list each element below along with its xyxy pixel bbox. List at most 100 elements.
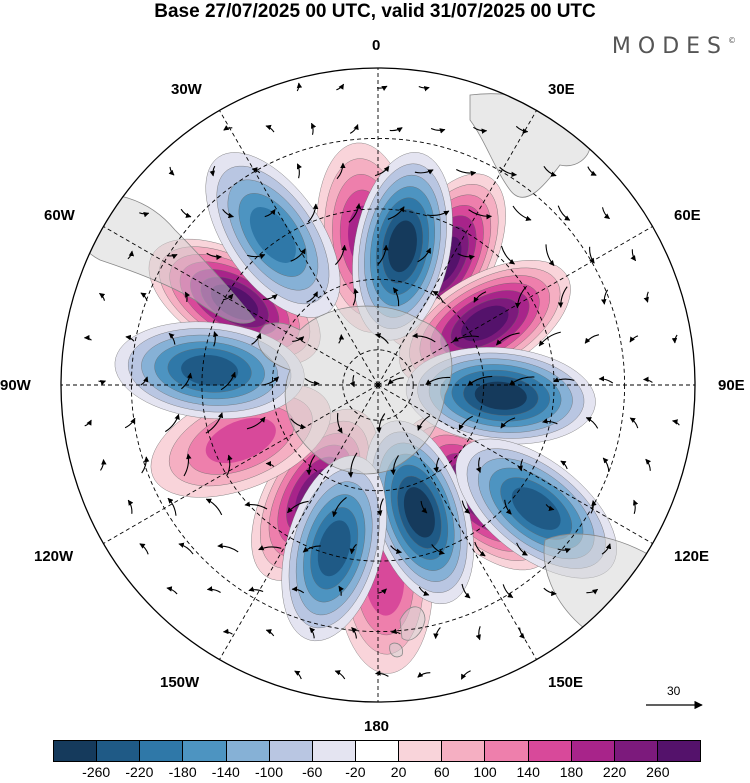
- colorbar-swatch: [485, 741, 529, 761]
- wind-arrow: [432, 290, 444, 303]
- colorbar-swatch: [528, 741, 572, 761]
- wind-arrow: [302, 545, 321, 553]
- wind-arrow: [495, 332, 520, 346]
- wind-arrow: [545, 504, 555, 512]
- colorbar-swatch: [183, 741, 227, 761]
- wind-arrow: [220, 371, 236, 391]
- reference-vector-label: 30: [667, 684, 681, 698]
- wind-arrow: [290, 248, 306, 262]
- wind-arrow: [601, 207, 610, 220]
- map-title: Base 27/07/2025 00 UTC, valid 31/07/2025…: [154, 1, 596, 22]
- wind-arrow: [376, 413, 386, 434]
- wind-arrow: [517, 458, 524, 472]
- lon-label-150w: 150W: [160, 674, 200, 691]
- lon-label-90w: 90W: [0, 377, 31, 394]
- wind-arrow: [292, 336, 305, 342]
- wind-arrow: [180, 208, 192, 218]
- wind-arrow: [140, 292, 148, 302]
- wind-arrow: [461, 583, 471, 599]
- wind-arrow: [589, 246, 595, 264]
- colorbar-swatch: [442, 741, 486, 761]
- wind-arrow: [376, 498, 384, 517]
- low-anomaly-10: [364, 420, 474, 605]
- anomaly-contour: [181, 354, 239, 386]
- wind-arrow: [514, 285, 528, 309]
- wind-arrow: [125, 334, 135, 342]
- wind-arrow: [461, 500, 471, 514]
- wind-arrow: [348, 203, 362, 223]
- anomaly-contour: [205, 417, 276, 464]
- wind-arrow: [590, 500, 597, 514]
- meridian-line: [219, 110, 379, 386]
- wind-arrow: [643, 376, 653, 383]
- meridian-line: [103, 226, 379, 386]
- colorbar-tick-label: -60: [302, 764, 323, 780]
- colorbar-swatch: [312, 741, 356, 761]
- colorbar-tick-label: 20: [390, 764, 407, 780]
- colorbar-tick-label: 220: [602, 764, 627, 780]
- wind-arrow: [258, 545, 282, 551]
- anomaly-contour: [317, 520, 351, 577]
- wind-arrow: [127, 250, 135, 260]
- low-anomaly-14: [205, 152, 341, 318]
- wind-arrow: [304, 378, 320, 387]
- wind-arrow: [310, 122, 317, 135]
- wind-arrow: [141, 456, 150, 474]
- wind-arrow: [475, 457, 481, 473]
- wind-arrow: [139, 543, 149, 555]
- wind-arrow: [291, 586, 305, 594]
- colorbar-swatch: [355, 741, 400, 761]
- wind-arrow: [560, 460, 568, 470]
- wind-arrow: [84, 419, 92, 427]
- wind-arrow: [460, 670, 471, 680]
- wind-arrow: [99, 292, 106, 301]
- south-pole-marker: [375, 382, 381, 388]
- lon-label-60w: 60W: [44, 207, 75, 224]
- anomaly-field: [114, 142, 617, 674]
- wind-arrow: [375, 333, 389, 344]
- wind-arrow: [264, 208, 276, 218]
- wind-arrow: [433, 457, 440, 473]
- wind-arrow: [392, 287, 400, 307]
- colorbar-tick-label: 260: [646, 764, 670, 780]
- colorbar-tick-label: -220: [125, 764, 154, 780]
- wind-arrow: [601, 289, 609, 305]
- colorbar-tick-label: 60: [434, 764, 450, 780]
- wind-arrow: [226, 454, 233, 476]
- wind-arrow: [467, 375, 493, 387]
- wind-arrow: [223, 125, 233, 131]
- south-america: [68, 193, 256, 324]
- wind-arrow: [166, 586, 178, 595]
- colorbar-swatch: [97, 741, 141, 761]
- wind-arrow: [205, 412, 224, 434]
- wind-arrow: [166, 253, 178, 260]
- wind-arrow: [205, 498, 223, 516]
- wind-arrow: [265, 460, 275, 467]
- map-border: [60, 67, 696, 703]
- copyright-mark: ©: [728, 35, 736, 45]
- wind-arrow: [334, 670, 346, 680]
- lon-label-30w: 30W: [171, 81, 202, 98]
- new-zealand: [389, 606, 426, 658]
- wind-arrow: [542, 418, 558, 425]
- wind-arrow: [181, 372, 193, 390]
- wind-arrow: [338, 585, 344, 596]
- anomaly-contour: [511, 487, 561, 530]
- wind-arrow: [430, 127, 446, 134]
- wind-arrow: [140, 376, 149, 386]
- lon-label-120e: 120E: [674, 548, 710, 565]
- wind-arrow: [251, 333, 262, 345]
- wind-arrow: [127, 499, 134, 514]
- wind-arrow: [543, 165, 557, 177]
- graticule: [61, 68, 695, 702]
- wind-arrow: [98, 380, 107, 386]
- wind-arrow: [124, 417, 136, 429]
- wind-arrow: [474, 541, 486, 557]
- anomaly-contour: [461, 305, 509, 342]
- wind-arrow: [336, 83, 345, 91]
- wind-arrow: [671, 334, 678, 344]
- lon-label-120w: 120W: [34, 548, 74, 565]
- colorbar-swatch: [657, 741, 701, 761]
- wind-arrow: [337, 412, 343, 434]
- colorbar-tick-label: -20: [345, 764, 366, 780]
